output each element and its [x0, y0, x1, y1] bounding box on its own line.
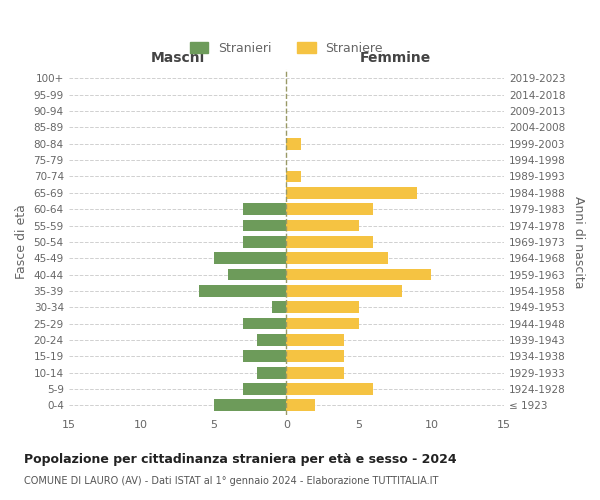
Y-axis label: Fasce di età: Fasce di età — [15, 204, 28, 280]
Legend: Stranieri, Straniere: Stranieri, Straniere — [185, 36, 388, 60]
Text: COMUNE DI LAURO (AV) - Dati ISTAT al 1° gennaio 2024 - Elaborazione TUTTITALIA.I: COMUNE DI LAURO (AV) - Dati ISTAT al 1° … — [24, 476, 439, 486]
Text: Popolazione per cittadinanza straniera per età e sesso - 2024: Popolazione per cittadinanza straniera p… — [24, 452, 457, 466]
Bar — [228, 268, 286, 280]
Bar — [286, 187, 417, 198]
Bar — [243, 318, 286, 330]
Bar — [199, 285, 286, 297]
Bar — [286, 268, 431, 280]
Bar — [286, 138, 301, 149]
Bar — [286, 350, 344, 362]
Bar — [286, 334, 344, 346]
Bar — [286, 302, 359, 313]
Bar — [257, 367, 286, 378]
Bar — [214, 252, 286, 264]
Bar — [243, 383, 286, 395]
Bar — [286, 318, 359, 330]
Bar — [286, 170, 301, 182]
Bar — [286, 252, 388, 264]
Bar — [243, 350, 286, 362]
Bar — [214, 400, 286, 411]
Bar — [286, 367, 344, 378]
Text: Femmine: Femmine — [359, 52, 431, 66]
Text: Maschi: Maschi — [151, 52, 205, 66]
Bar — [286, 400, 316, 411]
Bar — [286, 236, 373, 248]
Bar — [272, 302, 286, 313]
Bar — [243, 204, 286, 215]
Bar — [286, 220, 359, 232]
Bar — [286, 285, 403, 297]
Y-axis label: Anni di nascita: Anni di nascita — [572, 196, 585, 288]
Bar — [243, 236, 286, 248]
Bar — [243, 220, 286, 232]
Bar — [286, 204, 373, 215]
Bar — [257, 334, 286, 346]
Bar — [286, 383, 373, 395]
